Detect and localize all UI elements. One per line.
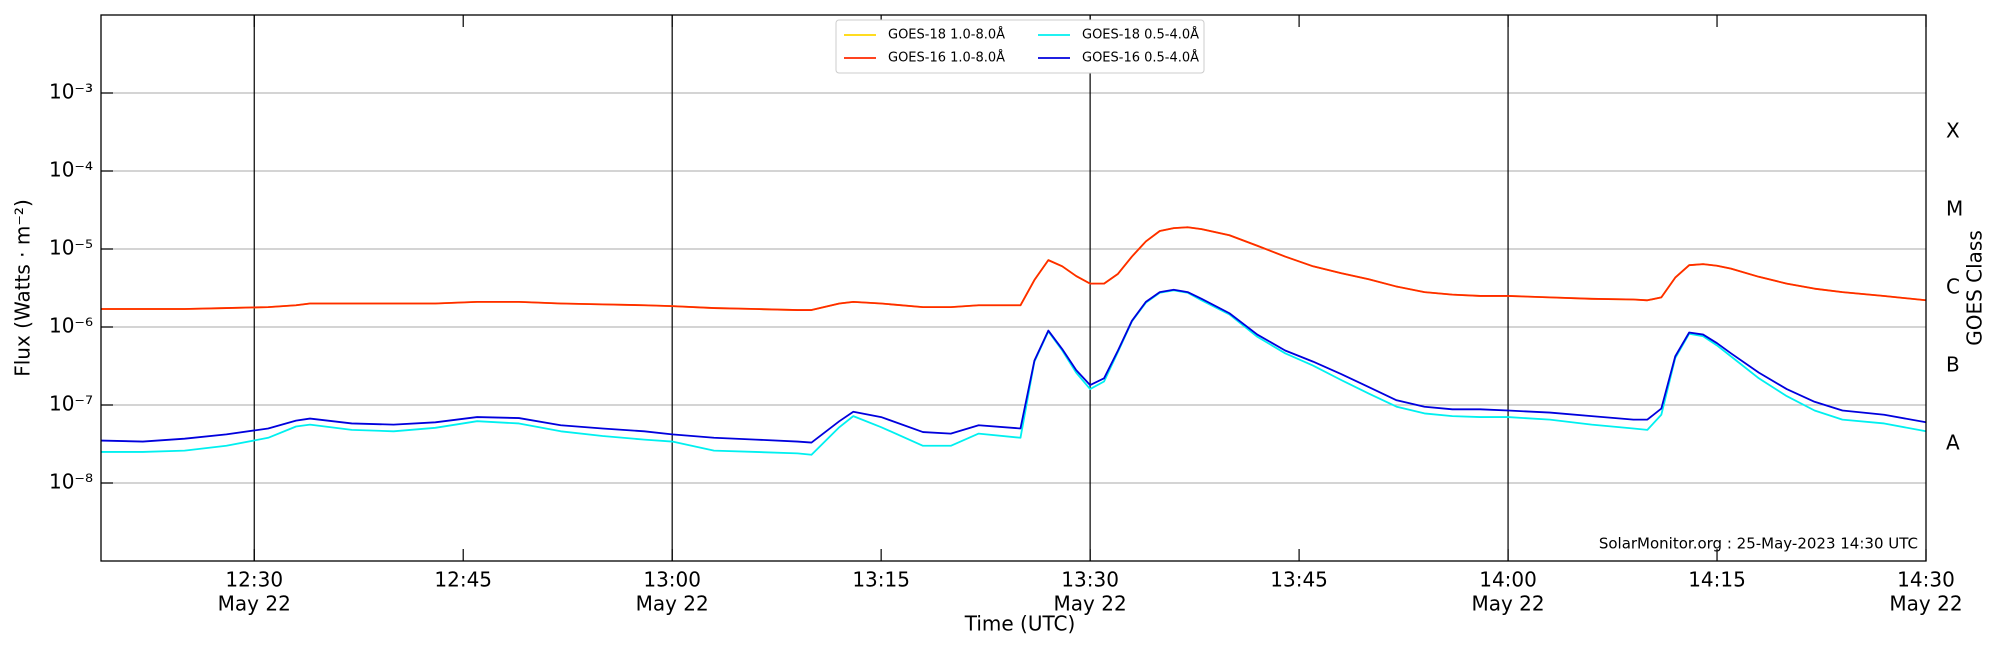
x-tick-label: 14:15 (1688, 568, 1746, 592)
y2-tick-label: X (1946, 119, 1960, 143)
x-tick-label: 13:45 (1270, 568, 1328, 592)
x-tick-date: May 22 (218, 592, 291, 616)
series-line (100, 288, 1927, 444)
x-tick-label: 13:15 (852, 568, 910, 592)
x-tick-label: 13:30 (1061, 568, 1119, 592)
y-tick-label: 10⁻⁴ (49, 158, 93, 182)
x-tick-date: May 22 (1471, 592, 1544, 616)
x-tick-date: May 22 (1054, 592, 1127, 616)
y-tick-label: 10⁻⁷ (49, 392, 93, 416)
y-axis-label: Flux (Watts · m⁻²) (11, 199, 35, 377)
legend-label: GOES-16 0.5-4.0Å (1082, 50, 1199, 66)
series-line (101, 226, 1927, 311)
y-tick-label: 10⁻³ (49, 80, 93, 104)
x-tick-label: 14:00 (1479, 568, 1537, 592)
plot-frame (100, 14, 1927, 562)
y-tick-label: 10⁻⁶ (49, 314, 93, 338)
y2-tick-label: M (1946, 197, 1963, 221)
x-tick-label: 13:00 (643, 568, 701, 592)
y-tick-label: 10⁻⁵ (49, 236, 93, 260)
x-tick-date: May 22 (636, 592, 709, 616)
y-tick-label: 10⁻⁸ (49, 470, 93, 494)
x-tick-label: 12:45 (434, 568, 492, 592)
y2-tick-label: B (1946, 353, 1960, 377)
x-tick-label: 12:30 (225, 568, 283, 592)
legend-label: GOES-18 1.0-8.0Å (888, 27, 1005, 43)
x-tick-label: 14:30 (1897, 568, 1955, 592)
x-axis-label: Time (UTC) (964, 612, 1076, 636)
y2-axis-label: GOES Class (1963, 230, 1987, 346)
legend-label: GOES-16 1.0-8.0Å (888, 50, 1005, 66)
y2-tick-label: C (1946, 275, 1960, 299)
legend-label: GOES-18 0.5-4.0Å (1082, 27, 1199, 43)
y2-tick-label: A (1946, 431, 1960, 455)
x-tick-date: May 22 (1889, 592, 1962, 616)
legend-box (835, 19, 1205, 74)
annotation: SolarMonitor.org : 25-May-2023 14:30 UTC (1599, 535, 1918, 553)
